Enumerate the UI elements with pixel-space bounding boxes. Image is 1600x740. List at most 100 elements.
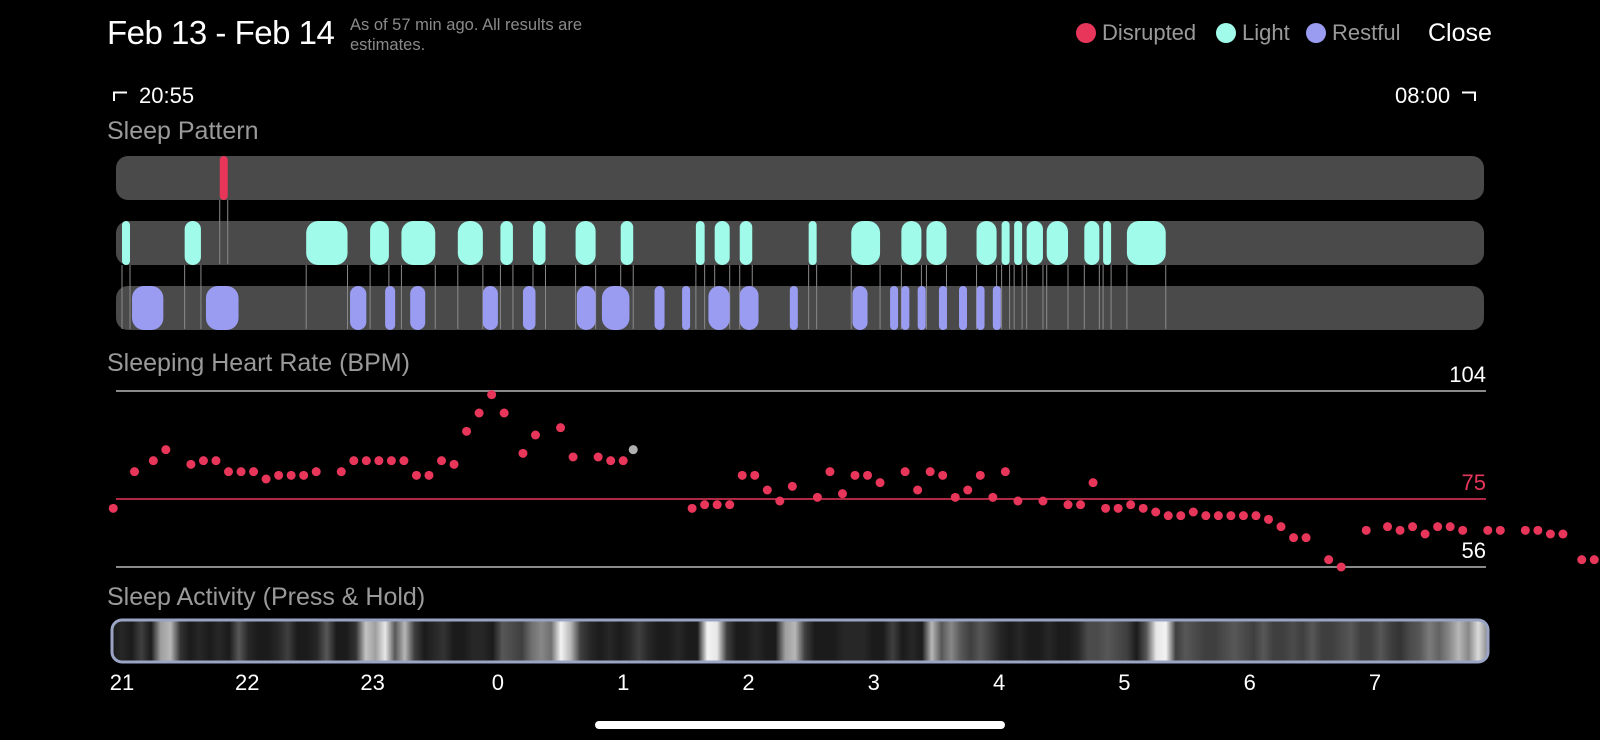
heart-rate-point (606, 456, 616, 466)
legend-light-label: Light (1242, 20, 1290, 45)
start-bracket-icon (113, 91, 127, 101)
heart-rate-point (198, 456, 208, 466)
light-segment (926, 221, 947, 265)
light-segment (1126, 221, 1166, 265)
heart-rate-point (161, 445, 171, 455)
heart-rate-point (837, 489, 847, 499)
activity-strip[interactable] (110, 618, 1490, 664)
sleep-pattern-chart[interactable] (0, 150, 1600, 335)
light-segment (714, 221, 730, 265)
heart-rate-point (825, 467, 835, 477)
heart-rate-point (249, 467, 259, 477)
heart-rate-point (1238, 511, 1248, 521)
end-time: 08:00 (1395, 83, 1477, 109)
heart-rate-point (518, 448, 528, 458)
axis-tick-label: 7 (1368, 670, 1382, 695)
date-range-title: Feb 13 - Feb 14 (107, 14, 335, 51)
heart-rate-point (361, 456, 371, 466)
heart-rate-point (568, 452, 578, 462)
restful-segment (350, 286, 367, 330)
heart-rate-point (1038, 496, 1048, 506)
close-button[interactable]: Close (1428, 19, 1492, 47)
heart-rate-point (224, 467, 234, 477)
heart-rate-point (487, 390, 497, 400)
heart-rate-point (399, 456, 409, 466)
light-segment (620, 221, 634, 265)
heart-rate-point (386, 456, 396, 466)
heart-rate-point (812, 492, 822, 502)
heart-rate-point (1408, 522, 1418, 532)
restful-segment (901, 286, 910, 330)
heart-rate-point (474, 408, 484, 418)
heart-rate-point (875, 478, 885, 488)
restful-segment (852, 286, 868, 330)
start-time-label: 20:55 (139, 83, 195, 108)
light-segment (1014, 221, 1023, 265)
heart-rate-point (336, 467, 346, 477)
home-indicator (595, 721, 1005, 729)
heart-rate-point (850, 470, 860, 480)
heart-rate-point (988, 492, 998, 502)
heart-rate-point (913, 485, 923, 495)
heart-rate-point (411, 470, 421, 480)
light-segment (976, 221, 997, 265)
heart-rate-point (712, 500, 722, 510)
heart-rate-point (261, 474, 271, 484)
axis-tick-label: 21 (109, 670, 135, 695)
heart-rate-point (687, 503, 697, 513)
heart-rate-point (1433, 522, 1443, 532)
restful-segment (992, 286, 1001, 330)
restful-segment (682, 286, 691, 330)
heart-rate-point (963, 485, 973, 495)
light-segment (500, 221, 513, 265)
heart-rate-point (787, 481, 797, 491)
heart-rate-point (1383, 522, 1393, 532)
light-segment (575, 221, 596, 265)
restful-segment (410, 286, 426, 330)
heart-rate-point (311, 467, 321, 477)
heart-rate-point (1263, 514, 1273, 524)
restful-segment (789, 286, 798, 330)
heart-rate-point (449, 459, 459, 469)
heart-rate-point (424, 470, 434, 480)
sleep-pattern-title: Sleep Pattern (107, 117, 259, 145)
heart-rate-point (1545, 529, 1555, 539)
heart-rate-point (1000, 467, 1010, 477)
light-segment (1103, 221, 1112, 265)
max-label: 104 (1449, 362, 1486, 387)
axis-tick-label: 1 (617, 670, 630, 695)
restful-segment (739, 286, 759, 330)
light-segment (808, 221, 817, 265)
heart-rate-point (863, 470, 873, 480)
restful-segment (917, 286, 926, 330)
legend-disrupted-label: Disrupted (1102, 20, 1197, 45)
activity-heatmap[interactable] (110, 618, 1490, 664)
heart-rate-point (950, 492, 960, 502)
light-segment (184, 221, 201, 265)
heart-rate-point (938, 470, 948, 480)
restful-segment (708, 286, 730, 330)
heart-rate-point (900, 467, 910, 477)
heart-rate-point (1201, 511, 1211, 521)
heart-rate-point (1151, 507, 1161, 517)
heart-rate-point (1126, 500, 1136, 510)
legend-light: Light (1216, 20, 1290, 46)
heart-rate-point (1533, 525, 1543, 535)
heart-rate-point (236, 467, 246, 477)
heart-rate-point (737, 470, 747, 480)
heart-rate-point (1336, 562, 1346, 572)
light-segment (532, 221, 546, 265)
heart-rate-point (700, 500, 710, 510)
heart-rate-point (1163, 511, 1173, 521)
heart-rate-point (530, 430, 540, 440)
heart-rate-point (1213, 511, 1223, 521)
heart-rate-point (775, 496, 785, 506)
heart-rate-chart[interactable]: 104 75 56 (0, 360, 1600, 580)
axis-tick-label: 23 (360, 670, 385, 695)
heart-rate-point (186, 459, 196, 469)
restful-segment (601, 286, 630, 330)
heart-rate-point (618, 456, 628, 466)
light-segment (457, 221, 483, 265)
heart-rate-point (462, 426, 472, 436)
axis-tick-label: 3 (867, 670, 880, 695)
